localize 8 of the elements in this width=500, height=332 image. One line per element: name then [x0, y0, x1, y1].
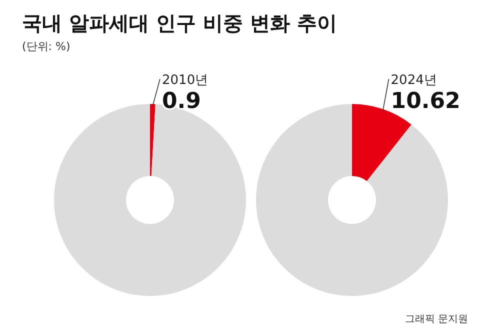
text: 그래픽 문지원	[404, 314, 468, 325]
slice-label: 2010년	[162, 73, 208, 88]
donut-slice	[150, 104, 156, 176]
data-label: 10.62	[390, 89, 460, 114]
text: (단위: %)	[22, 40, 70, 53]
data-label: 0.9	[162, 89, 201, 114]
chart-title: 국내 알파세대 인구 비중 변화 추이	[22, 11, 337, 35]
slice-label: 2024년	[390, 73, 437, 88]
